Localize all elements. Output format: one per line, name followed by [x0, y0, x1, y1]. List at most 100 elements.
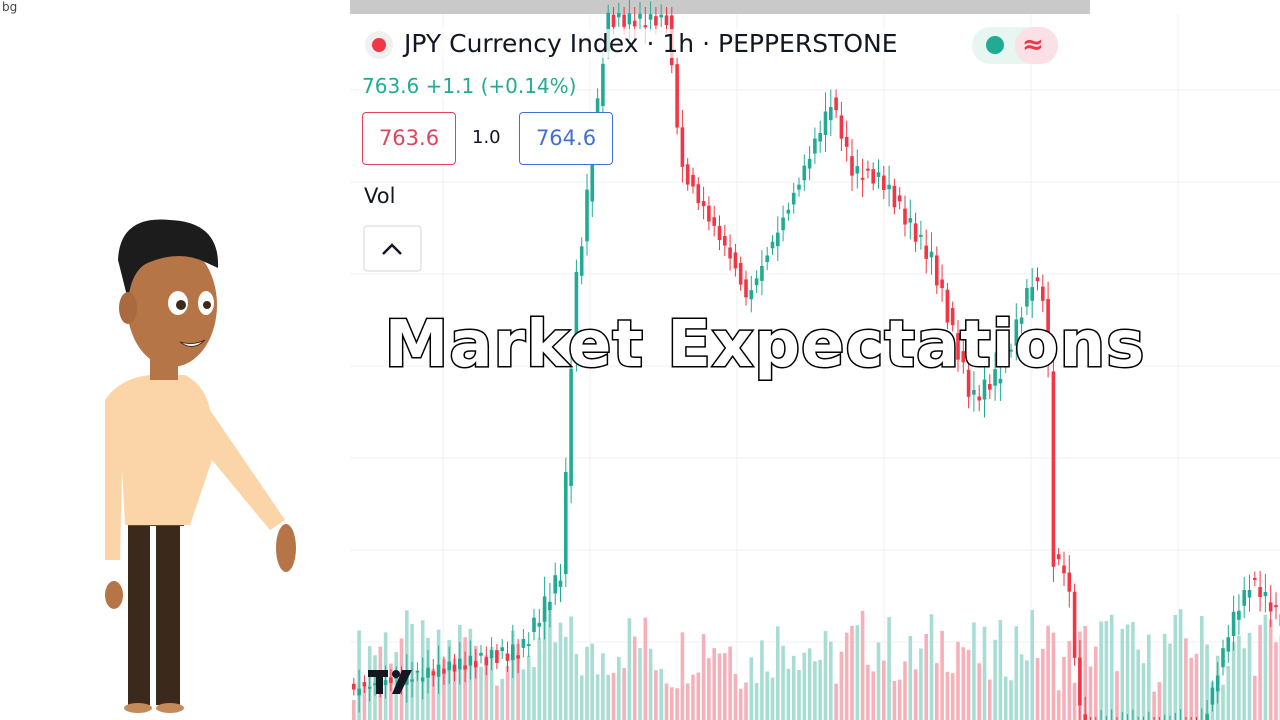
candle-body: [383, 680, 388, 686]
volume-bar: [1258, 625, 1262, 720]
volume-bar: [362, 685, 367, 720]
volume-bar: [1041, 649, 1045, 720]
volume-bar: [352, 700, 356, 720]
volume-bar: [696, 672, 701, 720]
volume-bar: [659, 668, 663, 720]
volume-bar: [1263, 614, 1268, 720]
candle-body: [458, 658, 462, 670]
volume-bar: [1147, 634, 1151, 720]
change: +1.1: [425, 74, 475, 98]
candle-body: [903, 208, 907, 225]
candle-body: [389, 677, 393, 684]
candle-body: [1035, 277, 1040, 282]
candle-body: [1221, 648, 1225, 668]
volume-bar: [685, 683, 690, 720]
candle-body: [929, 251, 934, 258]
volume-bar: [1141, 663, 1146, 720]
volume-bar: [966, 649, 971, 720]
sell-button[interactable]: 763.6: [362, 112, 456, 165]
candle-body: [1067, 572, 1072, 592]
separator: ·: [702, 29, 711, 58]
volume-bar: [638, 648, 642, 720]
volume-bar: [389, 663, 393, 720]
candle-body: [712, 217, 716, 226]
volume-bar: [442, 659, 446, 720]
candle-body: [675, 64, 679, 128]
volume-bar: [1152, 691, 1156, 720]
volume-bar: [1104, 621, 1109, 720]
volume-bar: [1094, 646, 1098, 720]
candle-body: [945, 289, 950, 323]
candle-body: [1268, 602, 1273, 612]
volume-bar: [500, 678, 504, 720]
volume-bar: [1125, 624, 1130, 720]
candle-body: [1083, 714, 1087, 720]
volume-bar: [542, 607, 547, 720]
candle-body: [850, 156, 854, 176]
candle-body: [516, 655, 520, 659]
candle-body: [882, 175, 886, 191]
candle-body: [479, 652, 483, 656]
candle-body: [887, 184, 891, 190]
change-percent: (+0.14%): [480, 74, 577, 98]
volume-bar: [744, 682, 748, 720]
caption: Market Expectations: [383, 307, 1146, 384]
volume-bar: [585, 646, 589, 720]
candle-body: [813, 138, 817, 154]
volume-bar: [553, 642, 557, 720]
volume-bar: [844, 632, 849, 720]
status-dot: [986, 36, 1004, 54]
volume-bar: [1221, 684, 1225, 720]
candle-body: [627, 13, 632, 25]
volume-bar: [569, 616, 573, 720]
volume-bar: [860, 610, 865, 720]
volume-bar: [855, 625, 860, 720]
volume-bar: [595, 674, 600, 720]
volume-bar: [866, 664, 870, 720]
candle-body: [579, 246, 584, 276]
volume-bar: [601, 653, 605, 720]
volume-bar: [1226, 665, 1231, 720]
wave-icon: ≈: [1022, 30, 1044, 60]
candle-body: [749, 290, 754, 300]
volume-bar: [648, 648, 653, 720]
candle-body: [447, 661, 451, 671]
volume-bar: [988, 679, 992, 720]
candle-body: [420, 677, 425, 682]
candle-body: [622, 14, 626, 27]
candle-body: [367, 686, 372, 689]
volume-bar: [1051, 632, 1056, 720]
volume-bar: [956, 641, 960, 720]
volume-bar: [1237, 635, 1241, 720]
volume-bar: [791, 655, 796, 720]
candle-body: [839, 115, 844, 139]
candle-body: [770, 241, 775, 249]
buy-button[interactable]: 764.6: [519, 112, 613, 165]
spread: 1.0: [472, 127, 501, 148]
volume-bar: [1205, 644, 1209, 720]
volume-bar: [526, 655, 531, 720]
candle-body: [569, 368, 573, 487]
volume-bar: [590, 643, 595, 720]
candle-body: [553, 575, 557, 594]
volume-bar: [712, 648, 716, 720]
candle-body: [1014, 319, 1019, 346]
volume-bar: [484, 655, 489, 720]
volume-bar: [1253, 675, 1257, 720]
volume-bar: [574, 654, 579, 720]
candle-body: [685, 164, 690, 185]
candle-body: [1046, 299, 1050, 362]
volume-bar: [924, 633, 928, 720]
volume-bar: [982, 626, 987, 720]
collapse-button[interactable]: [363, 225, 422, 272]
candle-body: [1041, 286, 1045, 301]
candle-body: [373, 683, 377, 686]
volume-bar: [452, 658, 457, 720]
candle-body: [601, 63, 605, 107]
volume-bar: [717, 653, 722, 720]
candle-body: [754, 278, 759, 286]
volume-bar: [829, 641, 833, 720]
volume-bar: [564, 636, 568, 720]
tv-logo: [368, 670, 412, 694]
